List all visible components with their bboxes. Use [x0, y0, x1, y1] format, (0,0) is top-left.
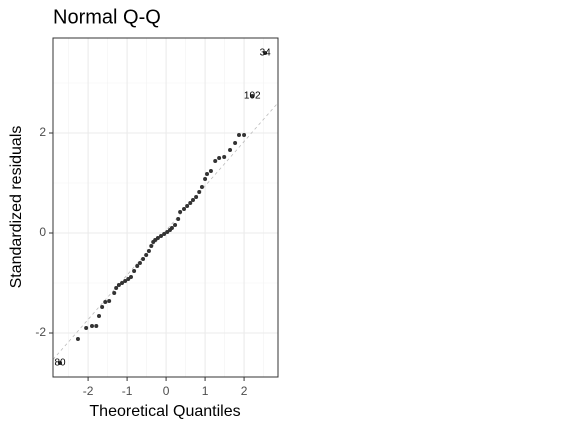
y-tick-label: -2 [35, 325, 46, 339]
point [116, 283, 121, 287]
point [169, 226, 174, 230]
y-axis-label: Standardized residuals [8, 126, 25, 289]
point [197, 190, 202, 194]
point [228, 148, 233, 152]
point [107, 299, 112, 303]
point [146, 249, 151, 253]
point [137, 261, 142, 265]
point [182, 207, 187, 211]
point [194, 195, 199, 199]
point [190, 198, 195, 202]
point [205, 172, 210, 176]
y-tick-label: 0 [39, 225, 46, 239]
point [173, 223, 178, 227]
point [135, 264, 140, 268]
x-tick-label: -1 [122, 384, 133, 398]
point [149, 244, 154, 248]
point [58, 361, 63, 365]
point [217, 156, 222, 160]
point [233, 141, 238, 145]
x-tick-label: 1 [202, 384, 209, 398]
point [162, 232, 167, 236]
point [75, 337, 80, 341]
point-label: 80 [54, 358, 66, 369]
point [242, 133, 247, 137]
point [263, 51, 268, 55]
point [185, 204, 190, 208]
point [208, 169, 213, 173]
point [103, 300, 108, 304]
point [97, 314, 102, 318]
point [128, 275, 133, 279]
point [178, 210, 183, 214]
point [112, 291, 117, 295]
point [188, 201, 193, 205]
y-tick-label: 2 [39, 125, 46, 139]
point [222, 155, 227, 159]
point [100, 305, 105, 309]
x-axis-label: Theoretical Quantiles [89, 403, 240, 420]
point [114, 286, 119, 290]
x-tick-label: -2 [83, 384, 94, 398]
point [123, 279, 128, 283]
point [89, 324, 94, 328]
point-label: 34 [260, 48, 272, 59]
point [84, 326, 89, 330]
point-label: 102 [244, 91, 261, 102]
point [120, 281, 125, 285]
x-tick-label: 2 [241, 384, 248, 398]
plot-border [52, 37, 279, 378]
point [141, 257, 146, 261]
point [155, 236, 160, 240]
point [199, 185, 204, 189]
point [176, 217, 181, 221]
point [237, 133, 242, 137]
chart-title: Normal Q-Q [53, 6, 161, 28]
point [94, 324, 99, 328]
point [203, 177, 208, 181]
point [213, 159, 218, 163]
point [132, 269, 137, 273]
point [144, 253, 149, 257]
point [159, 234, 164, 238]
x-tick-label: 0 [163, 384, 170, 398]
point [250, 94, 255, 98]
